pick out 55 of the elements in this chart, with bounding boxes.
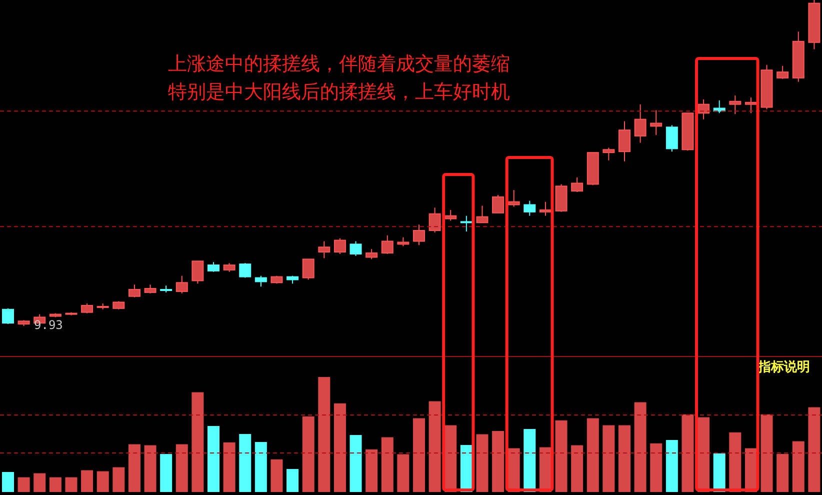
bar	[713, 453, 726, 492]
bar	[192, 392, 204, 492]
bar	[524, 428, 536, 492]
bar	[602, 425, 615, 492]
bar	[492, 431, 504, 492]
bar	[81, 470, 94, 492]
bar	[555, 420, 568, 492]
bar	[808, 407, 820, 492]
bar	[239, 434, 252, 492]
bar	[334, 403, 346, 492]
bar	[302, 416, 314, 492]
bar	[254, 442, 267, 492]
bar	[160, 454, 172, 492]
bar	[144, 445, 156, 492]
bar	[65, 477, 78, 492]
bar	[413, 418, 425, 492]
candlestick	[729, 95, 742, 115]
bar	[18, 477, 30, 492]
bar	[792, 441, 804, 492]
candlestick	[618, 120, 630, 162]
bar	[476, 434, 488, 492]
bar	[698, 417, 710, 492]
bar	[366, 449, 378, 492]
text: 指标说明	[758, 359, 810, 376]
bar	[96, 471, 109, 492]
bar	[682, 414, 694, 492]
bar	[634, 402, 646, 492]
bar	[2, 472, 14, 492]
bar	[760, 414, 773, 492]
bar	[286, 469, 299, 492]
bar	[34, 473, 46, 492]
bar	[176, 444, 188, 492]
bar	[586, 418, 599, 492]
bar	[381, 437, 394, 492]
bar	[223, 442, 236, 492]
bar	[650, 443, 662, 492]
bar	[350, 434, 362, 492]
bar	[729, 432, 742, 492]
candlestick	[650, 110, 662, 136]
candlestick	[634, 104, 646, 144]
bar	[49, 477, 62, 492]
bar	[208, 426, 220, 492]
bar	[318, 377, 330, 492]
annotation: 特别是中大阳线后的揉搓线，上车好时机	[168, 80, 510, 105]
bar	[618, 425, 630, 492]
bar	[571, 445, 584, 492]
bar	[776, 454, 789, 492]
bar	[428, 401, 441, 492]
bar	[397, 454, 410, 492]
bar	[112, 467, 125, 492]
bar	[270, 459, 283, 492]
bar	[128, 444, 140, 492]
annotation: 9.93	[34, 318, 63, 332]
bar	[666, 440, 678, 492]
annotation: 上涨途中的揉搓线，伴随着成交量的萎缩	[168, 52, 510, 77]
